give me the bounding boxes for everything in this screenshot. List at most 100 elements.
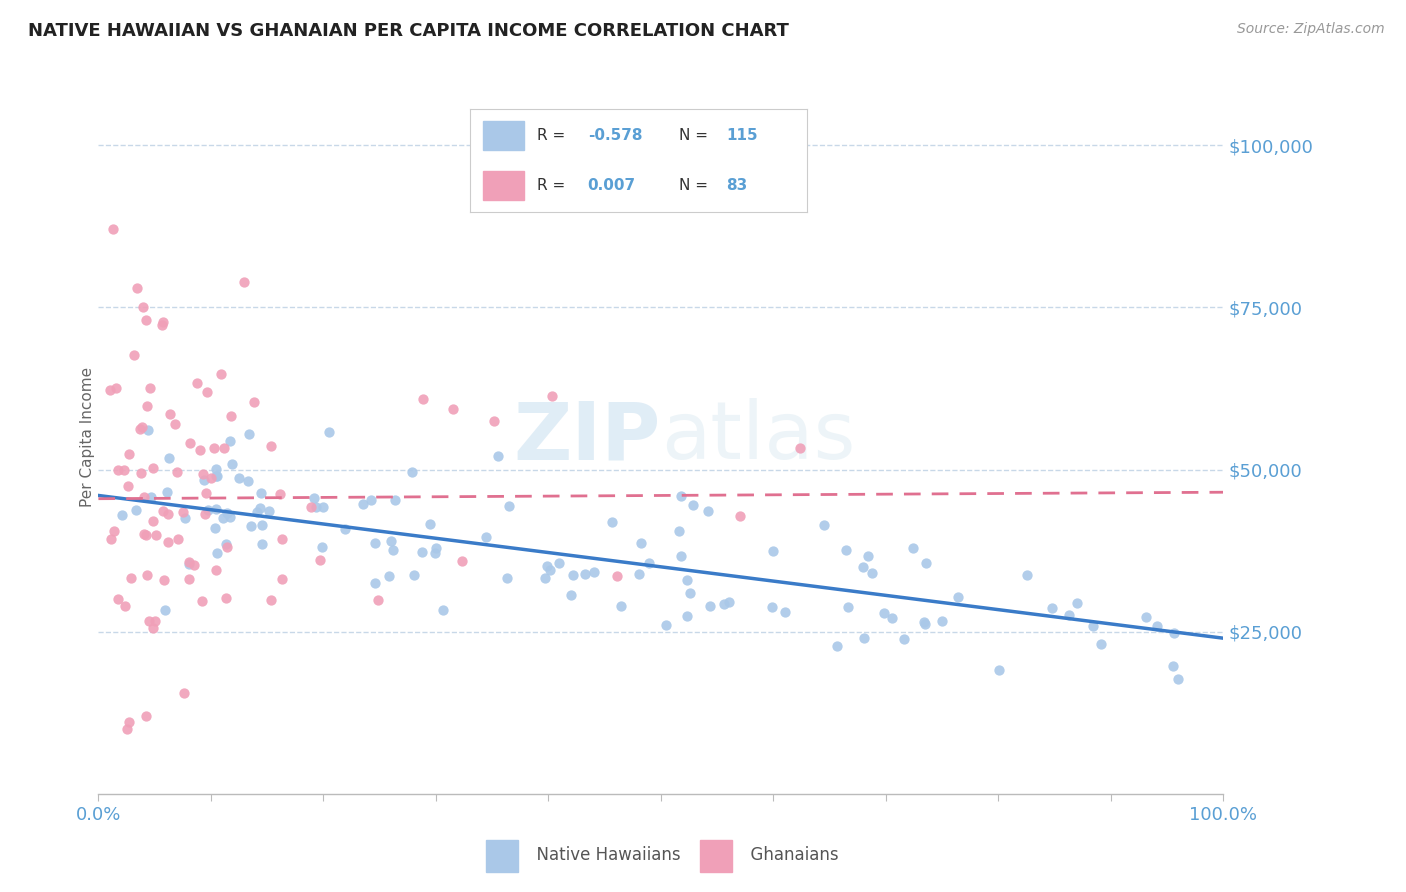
Point (309, 553, 332, 567)
Point (364, 536, 387, 550)
Text: Native Hawaiians: Native Hawaiians (526, 846, 681, 863)
Point (179, 436, 201, 450)
Point (860, 566, 883, 581)
Point (250, 537, 273, 551)
Point (173, 686, 195, 700)
Point (145, 527, 167, 541)
Point (536, 559, 558, 574)
Point (215, 537, 238, 551)
Point (311, 540, 333, 554)
Point (789, 442, 811, 456)
Point (931, 614, 953, 628)
FancyBboxPatch shape (486, 840, 517, 872)
Point (271, 532, 294, 546)
Point (214, 591, 236, 605)
Point (378, 568, 401, 582)
Point (132, 301, 155, 315)
Point (103, 524, 125, 538)
Point (212, 441, 235, 455)
Point (219, 409, 242, 423)
Point (1090, 637, 1112, 651)
Point (194, 507, 217, 521)
Point (174, 511, 197, 525)
Point (125, 281, 148, 295)
Point (250, 486, 273, 500)
Text: Source: ZipAtlas.com: Source: ZipAtlas.com (1237, 22, 1385, 37)
Point (153, 603, 176, 617)
Point (305, 500, 328, 514)
Point (562, 568, 585, 582)
Point (135, 568, 157, 582)
Point (129, 422, 152, 436)
Point (912, 615, 935, 630)
Point (837, 599, 859, 614)
Point (441, 401, 464, 416)
Point (139, 381, 162, 395)
Point (209, 368, 232, 382)
Point (380, 533, 402, 548)
Point (200, 470, 222, 484)
Point (143, 614, 166, 628)
Point (915, 557, 938, 571)
Point (183, 558, 205, 573)
Point (188, 443, 211, 458)
Point (135, 709, 157, 723)
Point (191, 594, 214, 608)
Point (425, 541, 447, 555)
Point (132, 526, 155, 541)
Point (221, 457, 243, 471)
Point (432, 603, 454, 617)
Point (451, 553, 474, 567)
Point (165, 417, 187, 431)
Point (157, 535, 180, 549)
Point (118, 715, 141, 730)
Point (548, 556, 571, 570)
Point (893, 632, 915, 647)
Point (107, 462, 129, 476)
Point (560, 588, 582, 602)
Point (152, 574, 174, 588)
Point (851, 560, 873, 574)
Point (1161, 659, 1184, 673)
Point (299, 500, 322, 514)
Point (412, 392, 434, 406)
Point (204, 521, 226, 535)
Point (202, 442, 225, 456)
Point (166, 532, 188, 546)
Point (142, 621, 165, 635)
Point (827, 639, 849, 653)
Point (114, 463, 136, 477)
Point (204, 563, 226, 577)
Point (205, 502, 228, 516)
Point (131, 419, 153, 434)
Text: Ghanaians: Ghanaians (740, 846, 838, 863)
Point (125, 503, 148, 517)
Point (903, 541, 925, 555)
Point (233, 275, 256, 289)
Point (156, 485, 179, 500)
Point (219, 509, 242, 524)
Point (219, 434, 242, 449)
Point (150, 318, 173, 333)
Point (318, 425, 340, 439)
Point (131, 466, 153, 480)
Point (1066, 596, 1088, 610)
Point (384, 492, 406, 507)
Point (98, 384, 121, 398)
Point (574, 566, 596, 581)
Point (228, 471, 250, 485)
Point (135, 313, 157, 327)
Point (270, 572, 292, 586)
Point (205, 469, 228, 483)
Point (1040, 601, 1063, 615)
Point (157, 451, 180, 466)
Point (1083, 619, 1105, 633)
Point (136, 423, 159, 437)
Point (697, 504, 720, 518)
Point (367, 592, 389, 607)
Point (852, 632, 875, 646)
Point (630, 536, 652, 550)
Point (352, 497, 374, 511)
Point (987, 663, 1010, 677)
Point (761, 599, 783, 614)
